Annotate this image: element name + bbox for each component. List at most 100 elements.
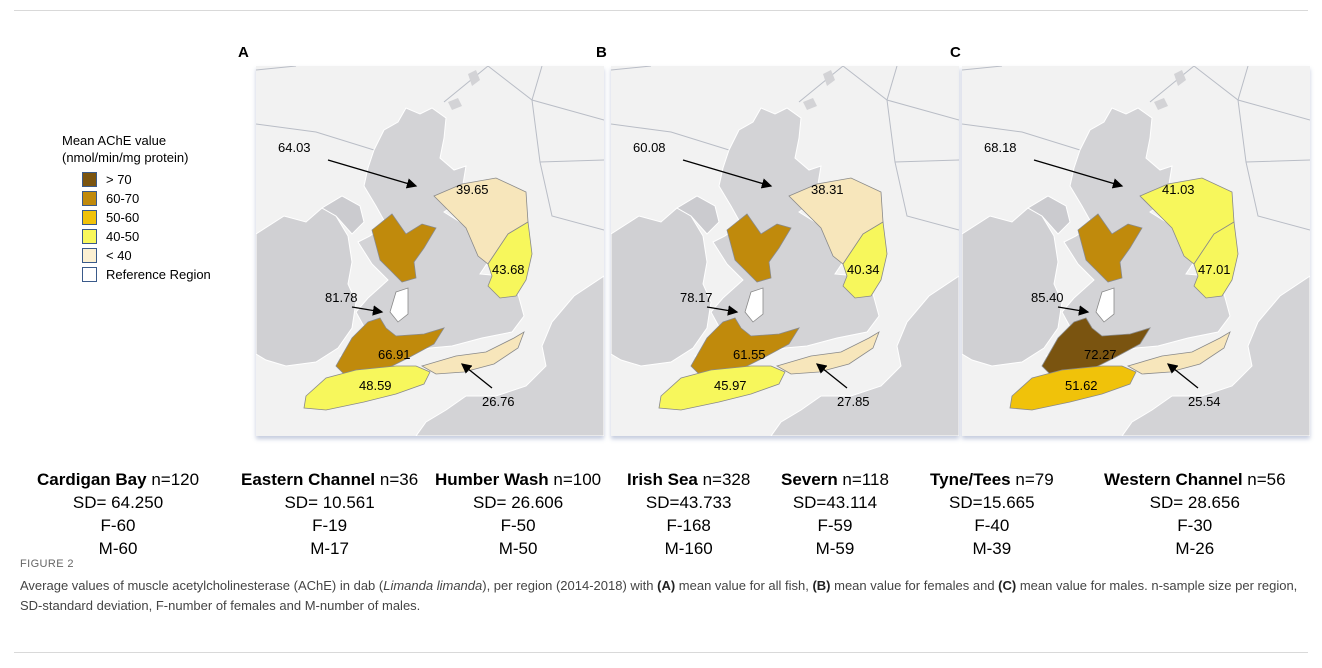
sample-size: n=118 <box>837 470 889 489</box>
female-count: F-59 <box>817 516 853 535</box>
arrow-cardigan-bay <box>1033 159 1124 189</box>
northern-ireland-landmass <box>676 195 720 235</box>
sd-value: SD= 64.250 <box>72 493 164 512</box>
region-cardigan-bay <box>371 213 437 283</box>
value-label-cardigan-bay: 64.03 <box>278 140 311 155</box>
species-name: Limanda limanda <box>383 578 483 593</box>
value-label-cardigan-bay: 68.18 <box>984 140 1017 155</box>
sd-value: SD= 26.606 <box>472 493 564 512</box>
value-label-tyne-tees: 41.03 <box>1162 182 1195 197</box>
arrow-irish-sea <box>351 305 384 316</box>
continent-landmass <box>415 275 604 436</box>
region-irish-sea <box>744 287 764 323</box>
panel-letter-b: B <box>596 44 607 61</box>
great-britain-landmass <box>1045 107 1231 373</box>
legend-swatch <box>82 267 97 282</box>
region-stats-tyne-tees: Tyne/Tees n=79 SD=15.665 F-40 M-39 <box>930 468 1054 560</box>
region-western-channel <box>303 365 431 411</box>
continent-landmass <box>770 275 959 436</box>
sample-size: n=79 <box>1010 470 1054 489</box>
panel-ref-c: (C) <box>998 578 1017 593</box>
top-rule <box>14 10 1308 11</box>
value-label-irish-sea: 81.78 <box>325 290 358 305</box>
arrow-eastern-channel <box>460 363 493 389</box>
sd-value: SD=43.733 <box>645 493 732 512</box>
male-count: M-39 <box>972 539 1012 558</box>
female-count: F-50 <box>500 516 536 535</box>
caption-part: mean value for males. n-sample size per … <box>20 578 1298 613</box>
legend-title-line1: Mean AChE value <box>62 133 167 148</box>
orkney-islands <box>803 98 817 110</box>
value-label-humber-wash: 40.34 <box>847 262 880 277</box>
caption-part: Average values of muscle acetylcholinest… <box>20 578 384 593</box>
panel-letter-c: C <box>950 44 961 61</box>
region-stats-western-channel: Western Channel n=56 SD= 28.656 F-30 M-2… <box>1104 468 1286 560</box>
sd-value: SD=15.665 <box>949 493 1035 512</box>
value-label-western-channel: 48.59 <box>359 378 392 393</box>
value-label-severn: 66.91 <box>378 347 411 362</box>
legend-swatch <box>82 210 97 225</box>
panel-ref-a: (A) <box>657 578 676 593</box>
legend-item: < 40 <box>82 246 211 265</box>
sd-value: SD=43.114 <box>792 493 878 512</box>
panel-letter-a: A <box>238 44 249 61</box>
value-label-western-channel: 51.62 <box>1065 378 1098 393</box>
legend-item: 40-50 <box>82 227 211 246</box>
female-count: F-30 <box>1177 516 1213 535</box>
arrow-irish-sea <box>706 305 739 316</box>
arrow-eastern-channel <box>815 363 848 389</box>
region-name: Western Channel <box>1104 470 1243 489</box>
arrow-irish-sea <box>1057 305 1090 316</box>
value-label-irish-sea: 85.40 <box>1031 290 1064 305</box>
value-label-eastern-channel: 27.85 <box>837 394 870 409</box>
male-count: M-26 <box>1175 539 1215 558</box>
legend-label: Reference Region <box>106 267 211 282</box>
legend-label: < 40 <box>106 248 132 263</box>
arrow-eastern-channel <box>1166 363 1199 389</box>
legend-swatch <box>82 229 97 244</box>
eez-border-line <box>894 161 959 231</box>
eez-border-line <box>443 66 489 103</box>
value-label-cardigan-bay: 60.08 <box>633 140 666 155</box>
arrow-cardigan-bay <box>682 159 773 189</box>
eez-border-line <box>611 66 652 71</box>
value-label-irish-sea: 78.17 <box>680 290 713 305</box>
great-britain-landmass <box>694 107 880 373</box>
region-humber-wash <box>487 221 533 299</box>
eez-border-line <box>256 66 297 71</box>
region-eastern-channel <box>775 331 880 375</box>
map-panel-a: 39.65 43.68 64.03 81.78 66.91 48.59 26.76 <box>256 66 604 436</box>
male-count: M-60 <box>98 539 138 558</box>
orkney-islands <box>1154 98 1168 110</box>
region-cardigan-bay <box>1077 213 1143 283</box>
eez-border-line <box>1245 161 1310 231</box>
region-stats-severn: Severn n=118 SD=43.114 F-59 M-59 <box>781 468 889 560</box>
eez-border-line <box>611 123 730 151</box>
female-count: F-60 <box>100 516 136 535</box>
region-stats-cardigan-bay: Cardigan Bay n=120 SD= 64.250 F-60 M-60 <box>37 468 199 560</box>
legend-label: 60-70 <box>106 191 140 206</box>
male-count: M-160 <box>664 539 713 558</box>
ireland-landmass <box>256 207 357 367</box>
caption-part: mean value for females and <box>830 578 999 593</box>
map-panel-b: 38.31 40.34 60.08 78.17 61.55 45.97 27.85 <box>611 66 959 436</box>
eez-border-line <box>962 66 1003 71</box>
value-label-tyne-tees: 39.65 <box>456 182 489 197</box>
caption-text: Average values of muscle acetylcholinest… <box>20 576 1310 616</box>
map-legend: Mean AChE value (nmol/min/mg protein) > … <box>62 132 211 284</box>
sample-size: n=328 <box>697 470 751 489</box>
region-name: Humber Wash <box>435 470 549 489</box>
region-stats-humber-wash: Humber Wash n=100 SD= 26.606 F-50 M-50 <box>435 468 601 560</box>
legend-title-line2: (nmol/min/mg protein) <box>62 150 189 165</box>
caption-part: ), per region (2014-2018) with <box>482 578 658 593</box>
region-eastern-channel <box>1126 331 1231 375</box>
legend-label: 50-60 <box>106 210 140 225</box>
region-name: Cardigan Bay <box>37 470 147 489</box>
legend-swatch <box>82 172 97 187</box>
legend-label: 40-50 <box>106 229 140 244</box>
shetland-islands <box>468 70 480 86</box>
female-count: F-19 <box>312 516 348 535</box>
male-count: M-50 <box>498 539 538 558</box>
legend-item: 60-70 <box>82 189 211 208</box>
sample-size: n=100 <box>548 470 602 489</box>
